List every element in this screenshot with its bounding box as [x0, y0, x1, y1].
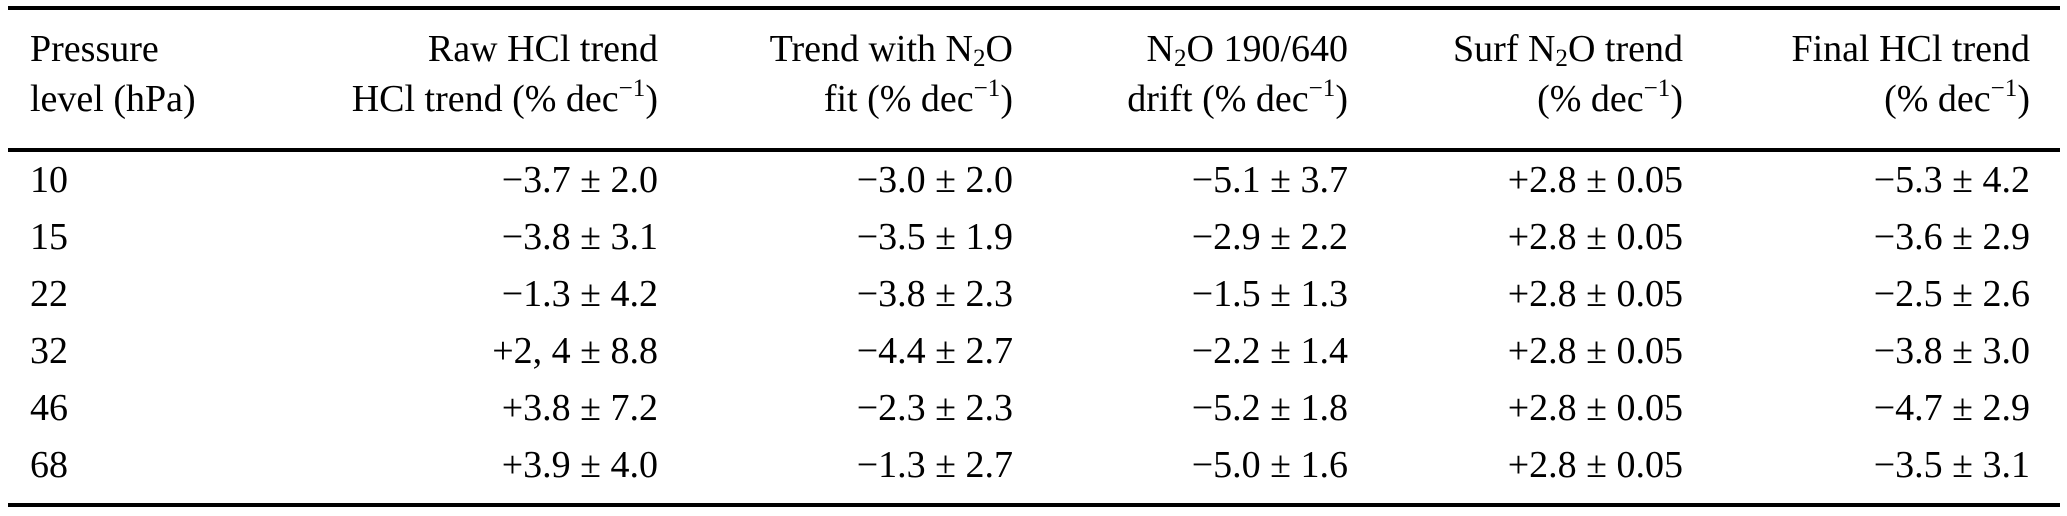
value-cell: −3.0 ± 2.0: [856, 159, 1013, 201]
column-header-line1: Pressure: [30, 28, 159, 70]
value-cell: −2.2 ± 1.4: [1191, 330, 1348, 372]
column-header-line2: (% dec−1): [1884, 75, 2030, 120]
table-row: 46 +3.8 ± 7.2 −2.3 ± 2.3 −5.2 ± 1.8 +2.8 ± 0…: [8, 380, 2060, 437]
table-header-row: Pressure level (hPa) Raw HCl trend HCl tren…: [8, 8, 2060, 152]
value-cell: +3.9 ± 4.0: [501, 444, 658, 486]
column-header-line1: Surf N2O trend: [1453, 28, 1683, 72]
column-header-final-hcl-trend: Final HCl trend (% dec−1): [1683, 8, 2060, 152]
value-cell: −5.1 ± 3.7: [1191, 159, 1348, 201]
table-body: 10 −3.7 ± 2.0 −3.0 ± 2.0 −5.1 ± 3.7 +2.8 ± 0…: [8, 150, 2060, 505]
column-header-line2: drift (% dec−1): [1127, 75, 1348, 120]
value-cell: −5.3 ± 4.2: [1873, 159, 2030, 201]
pressure-level-cell: 46: [30, 387, 68, 429]
value-cell: −4.4 ± 2.7: [856, 330, 1013, 372]
column-header-raw-hcl-trend: Raw HCl trend HCl trend (% dec−1): [278, 8, 658, 152]
hcl-trend-table: Pressure level (hPa) Raw HCl trend HCl tren…: [8, 6, 2060, 507]
column-header-line2: (% dec−1): [1537, 75, 1683, 120]
column-header-trend-with-n2o-fit: Trend with N2O fit (% dec−1): [658, 8, 1013, 152]
value-cell: −5.0 ± 1.6: [1191, 444, 1348, 486]
value-cell: +2.8 ± 0.05: [1507, 216, 1683, 258]
value-cell: −3.7 ± 2.0: [501, 159, 658, 201]
value-cell: −3.8 ± 3.0: [1873, 330, 2030, 372]
column-header-surf-n2o-trend: Surf N2O trend (% dec−1): [1348, 8, 1683, 152]
table-row: 10 −3.7 ± 2.0 −3.0 ± 2.0 −5.1 ± 3.7 +2.8 ± 0…: [8, 150, 2060, 209]
pressure-level-cell: 15: [30, 216, 68, 258]
value-cell: −2.9 ± 2.2: [1191, 216, 1348, 258]
value-cell: +3.8 ± 7.2: [501, 387, 658, 429]
table-row: 32 +2, 4 ± 8.8 −4.4 ± 2.7 −2.2 ± 1.4 +2.8 ± …: [8, 323, 2060, 380]
column-header-line1: Raw HCl trend: [427, 28, 658, 70]
table-container: Pressure level (hPa) Raw HCl trend HCl tren…: [8, 6, 2060, 507]
value-cell: −5.2 ± 1.8: [1191, 387, 1348, 429]
column-header-pressure-level: Pressure level (hPa): [8, 8, 278, 152]
table-row: 15 −3.8 ± 3.1 −3.5 ± 1.9 −2.9 ± 2.2 +2.8 ± 0…: [8, 209, 2060, 266]
value-cell: +2.8 ± 0.05: [1507, 387, 1683, 429]
table-row: 22 −1.3 ± 4.2 −3.8 ± 2.3 −1.5 ± 1.3 +2.8 ± 0…: [8, 266, 2060, 323]
pressure-level-cell: 10: [30, 159, 68, 201]
pressure-level-cell: 22: [30, 273, 68, 315]
value-cell: +2.8 ± 0.05: [1507, 444, 1683, 486]
column-header-line1: Final HCl trend: [1791, 28, 2030, 70]
pressure-level-cell: 32: [30, 330, 68, 372]
value-cell: −2.5 ± 2.6: [1873, 273, 2030, 315]
value-cell: −1.5 ± 1.3: [1191, 273, 1348, 315]
column-header-line2: level (hPa): [30, 78, 196, 120]
pressure-level-cell: 68: [30, 444, 68, 486]
value-cell: −3.8 ± 3.1: [501, 216, 658, 258]
value-cell: −3.6 ± 2.9: [1873, 216, 2030, 258]
column-header-line1: Trend with N2O: [769, 28, 1013, 72]
value-cell: −3.5 ± 3.1: [1873, 444, 2030, 486]
value-cell: −2.3 ± 2.3: [856, 387, 1013, 429]
column-header-line1: N2O 190/640: [1146, 28, 1349, 72]
value-cell: −3.5 ± 1.9: [856, 216, 1013, 258]
table-header: Pressure level (hPa) Raw HCl trend HCl tren…: [8, 8, 2060, 152]
value-cell: +2.8 ± 0.05: [1507, 273, 1683, 315]
column-header-n2o-190-640-drift: N2O 190/640 drift (% dec−1): [1013, 8, 1349, 152]
value-cell: +2, 4 ± 8.8: [492, 330, 658, 372]
value-cell: −3.8 ± 2.3: [856, 273, 1013, 315]
table-row: 68 +3.9 ± 4.0 −1.3 ± 2.7 −5.0 ± 1.6 +2.8 ± 0…: [8, 437, 2060, 505]
value-cell: −1.3 ± 4.2: [501, 273, 658, 315]
column-header-line2: fit (% dec−1): [823, 75, 1013, 120]
column-header-line2: HCl trend (% dec−1): [351, 75, 658, 120]
value-cell: −1.3 ± 2.7: [856, 444, 1013, 486]
value-cell: +2.8 ± 0.05: [1507, 330, 1683, 372]
value-cell: +2.8 ± 0.05: [1507, 159, 1683, 201]
value-cell: −4.7 ± 2.9: [1873, 387, 2030, 429]
